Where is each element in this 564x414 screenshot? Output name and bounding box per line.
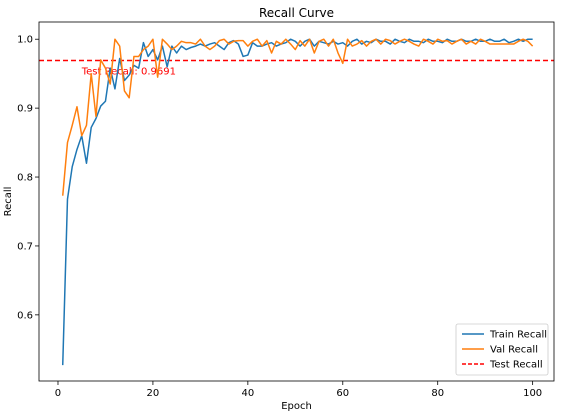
test-recall-annotation: Test Recall: 0.9691 [81,67,176,78]
y-tick-label: 0.7 [17,241,33,252]
x-tick-label: 100 [523,388,542,399]
x-tick-label: 60 [336,388,349,399]
x-axis-title: Epoch [281,401,312,412]
y-axis-title: Recall [3,187,14,217]
legend-train-recall-label: Train Recall [489,330,547,341]
legend: Train Recall Val Recall Test Recall [455,323,549,376]
y-tick-label: 1.0 [17,35,33,46]
legend-val-recall-label: Val Recall [490,345,538,356]
x-tick-label: 40 [241,388,254,399]
y-tick-label: 0.6 [17,310,33,321]
x-axis: 0 20 40 60 80 100 [55,381,542,399]
x-tick-label: 20 [147,388,160,399]
legend-box [455,323,549,376]
plot-area [39,22,554,381]
legend-test-recall-label: Test Recall [489,360,543,371]
x-tick-label: 0 [55,388,61,399]
chart-title: Recall Curve [259,6,334,20]
y-axis: 0.6 0.7 0.8 0.9 1.0 [17,35,39,321]
y-tick-label: 0.9 [17,104,33,115]
reference-line-layer: Test Recall: 0.9691 [39,59,554,78]
series-layer [61,38,534,366]
y-tick-label: 0.8 [17,173,33,184]
plot-frame [38,21,555,382]
x-tick-label: 80 [431,388,444,399]
val-recall-line [61,38,534,196]
